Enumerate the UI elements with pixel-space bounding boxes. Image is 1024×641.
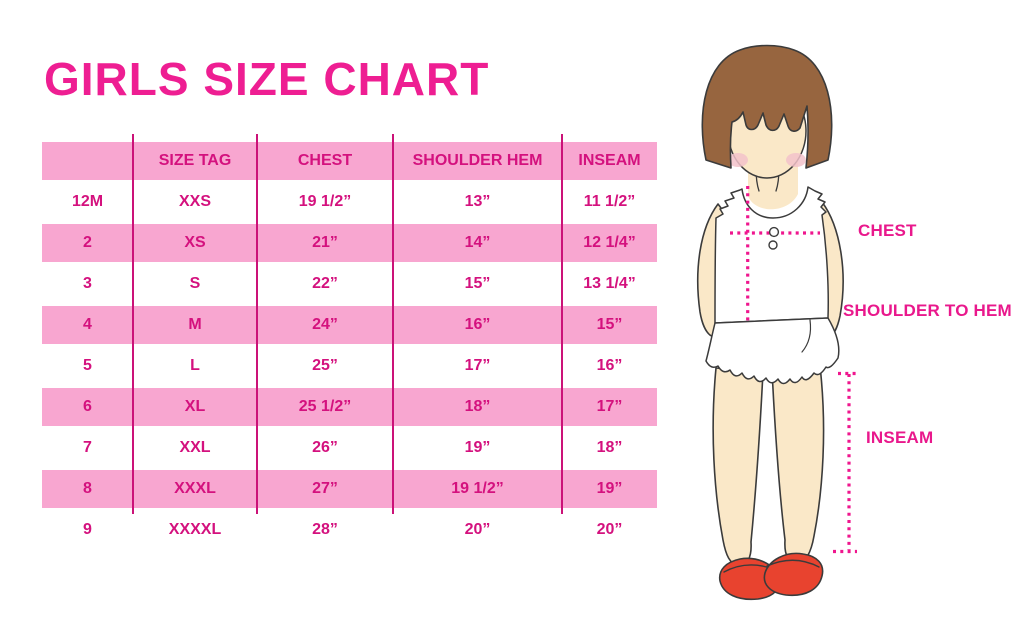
inseam-label: INSEAM [866, 428, 934, 447]
table-row: 6 XL 25 1/2” 18” 17” [42, 385, 657, 429]
table-cell: 15” [596, 315, 623, 333]
table-cell: S [189, 274, 201, 292]
table-cell: 16” [464, 315, 491, 333]
table-cell: 20” [596, 520, 623, 538]
column-header: INSEAM [578, 151, 641, 169]
table-cell: 24” [312, 315, 338, 333]
girl-right-shoe [763, 552, 824, 597]
table-cell: XL [184, 397, 206, 415]
table-cell: M [188, 315, 202, 333]
table-cell: 27” [312, 479, 338, 497]
girl-skirt [705, 317, 840, 385]
table-cell: 21” [312, 233, 338, 251]
girl-right-leg [771, 365, 825, 564]
girl-illustration [696, 44, 857, 601]
table-cell: 25” [312, 356, 338, 374]
table-cell: 25 1/2” [298, 397, 352, 415]
table-cell: 4 [83, 315, 92, 333]
table-cell: L [190, 356, 200, 374]
table-cell: XXL [179, 438, 211, 456]
table-row: 8 XXXL 27” 19 1/2” 19” [42, 467, 657, 511]
column-divider [392, 134, 394, 514]
table-cell: XXXXL [168, 520, 222, 538]
table-cell: 20” [464, 520, 491, 538]
size-table: SIZE TAG CHEST SHOULDER HEM INSEAM 12M XXS 19 … [42, 134, 657, 550]
shoulder-to-hem-label: SHOULDER TO HEM [843, 301, 1012, 320]
table-cell: 7 [83, 438, 92, 456]
table-row: 7 XXL 26” 19” 18” [42, 429, 657, 468]
table-cell: 26” [312, 438, 338, 456]
table-cell: 28” [312, 520, 338, 538]
chest-label: CHEST [858, 221, 917, 240]
column-header [42, 142, 133, 181]
table-cell: 8 [83, 479, 92, 497]
table-cell: 12 1/4” [583, 233, 636, 251]
table-cell: 17” [596, 397, 623, 415]
table-cell: 22” [312, 274, 338, 292]
table-cell: 2 [83, 233, 92, 251]
table-cell: 15” [464, 274, 491, 292]
page-title: GIRLS SIZE CHART [44, 53, 490, 105]
table-cell: XS [184, 233, 206, 251]
column-divider [132, 134, 134, 514]
table-cell: 6 [83, 397, 92, 415]
table-cell: XXS [178, 192, 211, 210]
girl-left-leg [712, 367, 764, 566]
table-cell: 9 [83, 520, 92, 538]
table-cell: 5 [83, 356, 92, 374]
table-row: 4 M 24” 16” 15” [42, 303, 657, 347]
column-header: SHOULDER HEM [412, 151, 543, 169]
table-row: 2 XS 21” 14” 12 1/4” [42, 221, 657, 265]
table-cell: 13” [464, 192, 491, 210]
top-button [768, 226, 780, 238]
table-row: 9 XXXXL 28” 20” 20” [42, 511, 657, 550]
column-divider [256, 134, 258, 514]
girl-hair [701, 44, 833, 169]
table-cell: 19” [464, 438, 491, 456]
table-cell: 16” [596, 356, 623, 374]
table-row: 12M XXS 19 1/2” 13” 11 1/2” [42, 183, 657, 222]
table-cell: 11 1/2” [583, 192, 636, 210]
column-divider [561, 134, 563, 514]
table-cell: XXXL [174, 479, 216, 497]
table-cell: 19 1/2” [298, 192, 352, 210]
table-cell: 19” [596, 479, 623, 497]
table-cell: 14” [464, 233, 491, 251]
table-cell: 12M [71, 192, 104, 210]
column-header: SIZE TAG [158, 151, 232, 169]
table-cell: 18” [464, 397, 491, 415]
table-row: 3 S 22” 15” 13 1/4” [42, 265, 657, 304]
top-button [768, 240, 778, 250]
table-cell: 3 [83, 274, 92, 292]
table-cell: 18” [596, 438, 623, 456]
column-header: CHEST [297, 151, 353, 169]
table-cell: 13 1/4” [583, 274, 636, 292]
girl-top [714, 186, 829, 324]
table-row: 5 L 25” 17” 16” [42, 347, 657, 386]
table-cell: 17” [464, 356, 491, 374]
table-header-row: SIZE TAG CHEST SHOULDER HEM INSEAM [42, 139, 657, 183]
table-cell: 19 1/2” [451, 479, 504, 497]
